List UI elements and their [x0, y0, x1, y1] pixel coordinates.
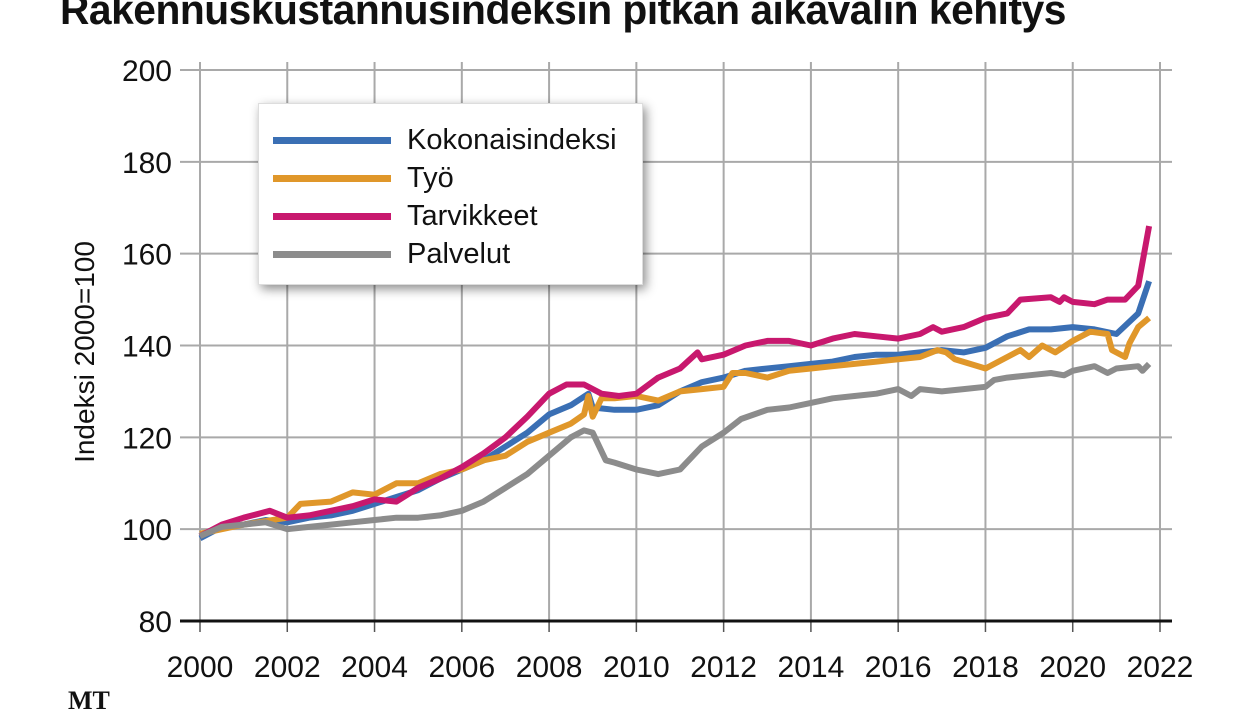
- x-tick-label: 2020: [1039, 651, 1106, 684]
- y-axis-label: Indeksi 2000=100: [69, 241, 100, 463]
- series-line-palvelut: [198, 361, 1152, 539]
- x-tick-label: 2016: [865, 651, 932, 684]
- y-tick-label: 180: [122, 147, 172, 180]
- series-line-tyo: [199, 315, 1152, 537]
- x-tick-label: 2010: [603, 651, 670, 684]
- legend-label: Palvelut: [407, 237, 511, 270]
- legend-swatch: [273, 136, 391, 144]
- y-tick-label: 100: [122, 514, 172, 547]
- x-tick-label: 2000: [167, 651, 234, 684]
- chart-title: Rakennuskustannusindeksin pitkän aikaväl…: [60, 0, 1066, 33]
- legend: Kokonaisindeksi Työ Tarvikkeet Palvelut: [258, 103, 643, 285]
- axes: 80 100 120 140 160 180 200 2000 2002 2004 2006 2008…: [122, 55, 1193, 684]
- legend-label: Työ: [407, 161, 454, 194]
- legend-label: Tarvikkeet: [407, 199, 538, 232]
- legend-item-tyo: Työ: [273, 158, 454, 198]
- legend-swatch: [273, 212, 391, 220]
- x-tick-label: 2022: [1127, 651, 1194, 684]
- source-logo: MT: [68, 686, 110, 715]
- x-tick-label: 2004: [341, 651, 408, 684]
- y-tick-label: 200: [122, 55, 172, 88]
- x-tick-label: 2006: [428, 651, 495, 684]
- legend-swatch: [273, 174, 391, 182]
- legend-item-kokonaisindeksi: Kokonaisindeksi: [273, 120, 617, 160]
- x-tick-label: 2002: [254, 651, 321, 684]
- y-tick-label: 140: [122, 331, 172, 364]
- x-tick-label: 2018: [952, 651, 1019, 684]
- legend-item-tarvikkeet: Tarvikkeet: [273, 196, 538, 236]
- x-tick-label: 2012: [690, 651, 757, 684]
- legend-item-palvelut: Palvelut: [273, 234, 510, 274]
- legend-swatch: [273, 250, 391, 258]
- legend-label: Kokonaisindeksi: [407, 123, 617, 156]
- y-tick-label: 160: [122, 239, 172, 272]
- x-tick-label: 2008: [516, 651, 583, 684]
- series-lines: [198, 225, 1153, 542]
- series-line-tarvikkeet: [198, 225, 1153, 539]
- y-tick-label: 80: [139, 606, 172, 639]
- y-tick-label: 120: [122, 422, 172, 455]
- x-tick-label: 2014: [778, 651, 845, 684]
